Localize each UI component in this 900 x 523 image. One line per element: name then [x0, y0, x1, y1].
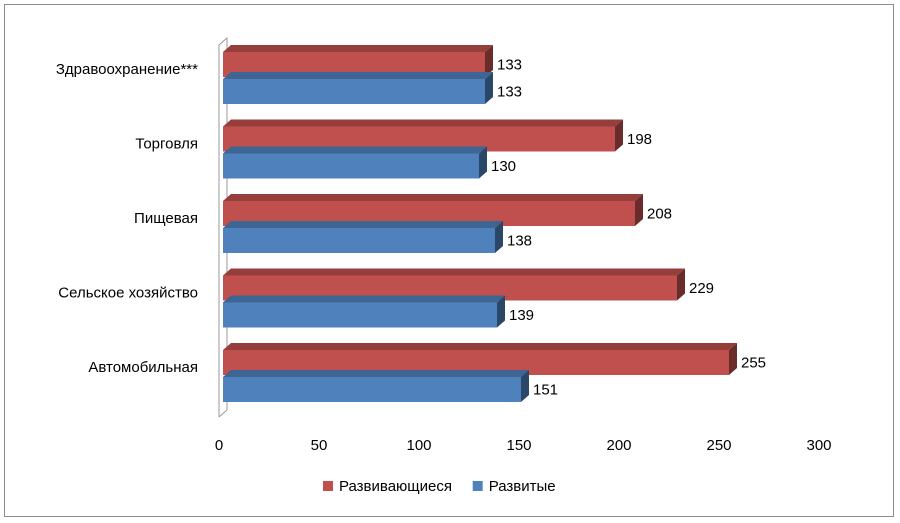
- x-tick-label: 150: [506, 437, 531, 454]
- bar-end-face: [495, 221, 503, 253]
- category-label: Торговля: [135, 136, 198, 153]
- data-label: 130: [491, 158, 516, 175]
- data-label: 138: [507, 233, 532, 250]
- data-label: 229: [689, 280, 714, 297]
- bar-end-face: [485, 72, 493, 104]
- bar-end-face: [497, 295, 505, 328]
- bar-end-face: [677, 268, 685, 301]
- legend-label: Развитые: [489, 478, 556, 495]
- bars-layer: [223, 45, 737, 402]
- data-label: 133: [497, 57, 522, 74]
- x-tick-label: 250: [706, 437, 731, 454]
- bar: [223, 377, 521, 402]
- bar-top-face: [223, 194, 643, 201]
- bar-end-face: [729, 343, 737, 375]
- bar-end-face: [521, 370, 529, 402]
- legend-label: Развивающиеся: [339, 478, 452, 495]
- labels-layer: Здравоохранение*** 133 133 Торговля 198 130 Пи…: [56, 57, 766, 399]
- x-tick-label: 200: [606, 437, 631, 454]
- bar-end-face: [479, 146, 487, 179]
- data-label: 139: [509, 307, 534, 324]
- x-tick-label: 100: [406, 437, 431, 454]
- axis-corner: [218, 409, 228, 418]
- bar-top-face: [223, 119, 623, 127]
- bar-top-face: [223, 370, 529, 377]
- data-label: 208: [647, 206, 672, 223]
- x-tick-label: 300: [806, 437, 831, 454]
- x-tick-label: 0: [215, 437, 223, 454]
- legend-swatch: [323, 481, 333, 491]
- bar-end-face: [615, 119, 623, 152]
- data-label: 198: [627, 131, 652, 148]
- bar-top-face: [223, 72, 493, 79]
- data-label: 133: [497, 84, 522, 101]
- bar: [223, 302, 497, 328]
- category-label: Автомобильная: [88, 359, 198, 376]
- bar-top-face: [223, 295, 505, 303]
- bar: [223, 79, 485, 104]
- bar-top-face: [223, 146, 487, 154]
- legend: Развивающиеся Развитые: [323, 478, 556, 495]
- category-label: Здравоохранение***: [56, 61, 198, 78]
- category-label: Сельское хозяйство: [58, 285, 198, 302]
- category-label: Пищевая: [134, 210, 198, 227]
- x-tick-label: 50: [311, 437, 328, 454]
- legend-swatch: [472, 481, 483, 491]
- bar-top-face: [223, 45, 493, 52]
- bar: [223, 153, 479, 179]
- data-label: 255: [741, 355, 766, 372]
- bar-top-face: [223, 221, 503, 228]
- bar-top-face: [223, 343, 737, 350]
- bar-end-face: [635, 194, 643, 226]
- bar: [223, 228, 495, 253]
- bar-top-face: [223, 268, 685, 276]
- data-label: 151: [533, 382, 558, 399]
- bar-end-face: [485, 45, 493, 77]
